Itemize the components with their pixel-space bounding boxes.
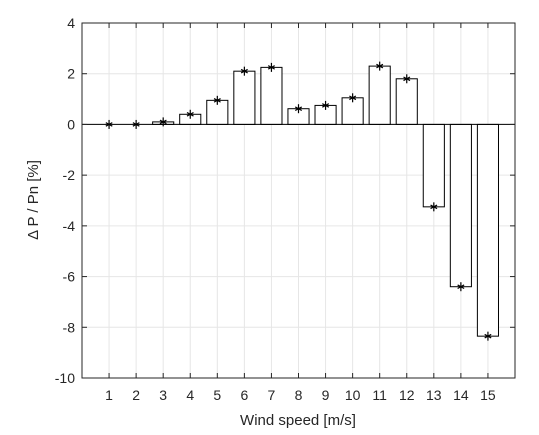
bar	[260, 66, 283, 125]
y-axis-label: Δ P / Pn [%]	[25, 160, 42, 240]
x-tick-label: 1	[105, 387, 113, 403]
asterisk-marker	[322, 100, 330, 110]
x-tick-label: 15	[480, 387, 496, 403]
bar	[476, 123, 499, 337]
y-tick-label: -4	[63, 218, 76, 234]
y-tick-labels: 4 2 0 -2 -4 -6 -8 -10	[55, 15, 75, 386]
asterisk-marker	[430, 202, 438, 212]
y-tick-label: -8	[63, 319, 76, 335]
asterisk-marker	[349, 93, 357, 103]
x-tick-label: 13	[426, 387, 442, 403]
x-axis-label: Wind speed [m/s]	[240, 412, 356, 429]
y-tick-label: 4	[67, 15, 75, 31]
bar	[449, 123, 472, 288]
x-tick-label: 8	[295, 387, 303, 403]
x-tick-label: 3	[159, 387, 167, 403]
asterisk-marker	[484, 331, 492, 341]
x-tick-label: 12	[399, 387, 415, 403]
data-markers	[105, 61, 492, 341]
asterisk-marker	[240, 66, 248, 76]
y-tick-label: 2	[67, 66, 75, 82]
bar	[233, 70, 256, 125]
y-tick-label: 0	[67, 116, 75, 132]
y-tick-label: -6	[63, 269, 76, 285]
x-tick-label: 7	[268, 387, 276, 403]
y-tick-label: -2	[63, 167, 76, 183]
x-tick-label: 10	[345, 387, 361, 403]
x-tick-label: 4	[186, 387, 194, 403]
x-tick-label: 6	[240, 387, 248, 403]
asterisk-marker	[213, 95, 221, 105]
asterisk-marker	[294, 104, 303, 114]
x-tick-labels: 1 2 3 4 5 6 7 8 9 10 11 12 13 14 15	[105, 387, 496, 403]
asterisk-marker	[186, 109, 194, 119]
bars	[152, 65, 499, 337]
asterisk-marker	[457, 282, 465, 292]
bar	[422, 123, 445, 208]
axis-ticks	[82, 22, 515, 379]
x-tick-label: 9	[322, 387, 330, 403]
y-tick-label: -10	[55, 370, 75, 386]
x-tick-label: 2	[132, 387, 140, 403]
x-tick-label: 14	[453, 387, 469, 403]
asterisk-marker	[267, 62, 275, 72]
asterisk-marker	[376, 61, 384, 71]
bar	[395, 78, 418, 125]
asterisk-marker	[403, 74, 411, 84]
bar	[368, 65, 391, 125]
x-tick-label: 11	[372, 387, 387, 403]
x-tick-label: 5	[213, 387, 221, 403]
